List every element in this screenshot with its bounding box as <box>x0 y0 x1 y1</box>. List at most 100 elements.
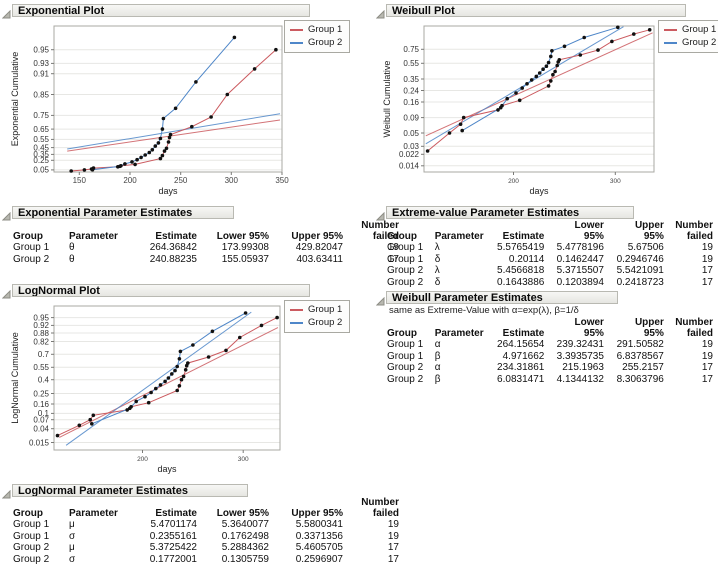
y-tick-label: 0.4 <box>38 376 50 385</box>
cell: Group 1 <box>8 531 64 543</box>
y-tick-label: 0.09 <box>403 113 419 122</box>
y-tick-label: 0.04 <box>33 425 49 434</box>
cell: 8.3063796 <box>609 374 669 386</box>
disclosure-icon[interactable] <box>2 286 11 295</box>
disclosure-triangle <box>3 11 10 18</box>
disclosure-icon[interactable] <box>2 208 11 217</box>
data-point <box>175 389 179 393</box>
legend: Group 1 Group 2 <box>284 20 350 53</box>
x-tick-label: 200 <box>123 176 137 185</box>
data-point <box>175 365 179 369</box>
data-point <box>173 369 177 373</box>
legend-label: Group 1 <box>682 23 716 36</box>
cell: 17 <box>669 265 718 277</box>
cell: 5.4701174 <box>134 519 202 531</box>
data-point <box>579 53 583 57</box>
section-header-lognormal-plot[interactable]: LogNormal Plot <box>12 284 310 297</box>
disclosure-icon[interactable] <box>376 6 385 15</box>
cell: Group 2 <box>8 254 64 266</box>
column-header: Group <box>8 498 64 519</box>
cell: 0.3371356 <box>274 531 348 543</box>
cell: Group 1 <box>382 242 430 254</box>
data-point <box>520 86 524 90</box>
y-tick-label: 0.55 <box>33 363 49 372</box>
disclosure-icon[interactable] <box>376 208 385 217</box>
disclosure-icon[interactable] <box>2 6 11 15</box>
cell: Group 1 <box>382 254 430 266</box>
data-point <box>190 125 194 129</box>
data-point <box>538 71 542 75</box>
y-tick-label: 0.03 <box>403 142 419 151</box>
section-title: LogNormal Plot <box>18 285 100 297</box>
cell: Group 1 <box>382 339 430 351</box>
cell: 0.20114 <box>490 254 549 266</box>
cell: Group 1 <box>8 242 64 254</box>
data-point <box>170 372 174 376</box>
data-point <box>161 154 165 158</box>
data-point <box>616 26 620 30</box>
cell: 19 <box>669 351 718 363</box>
data-point <box>180 378 184 382</box>
cell: Group 2 <box>382 362 430 374</box>
x-axis-title: days <box>529 186 549 196</box>
section-header-exponential-plot[interactable]: Exponential Plot <box>12 4 310 17</box>
cell: 0.1643886 <box>490 277 549 289</box>
data-point <box>530 78 534 82</box>
column-header: Parameter <box>430 221 491 242</box>
data-point <box>505 97 509 101</box>
cell: 4.971662 <box>490 351 549 363</box>
column-header: Number failed <box>348 498 404 519</box>
data-point <box>238 336 242 340</box>
data-point <box>128 407 132 411</box>
cell: δ <box>430 254 491 266</box>
cell: λ <box>430 242 491 254</box>
cell: 215.1963 <box>549 362 609 374</box>
cell: β <box>430 374 491 386</box>
cell: 5.5421091 <box>609 265 669 277</box>
column-header: Estimate <box>134 221 202 242</box>
plot-frame <box>54 26 282 172</box>
column-header: Estimate <box>134 498 202 519</box>
legend: Group 1 Group 2 <box>658 20 718 53</box>
data-point <box>135 158 139 162</box>
data-point <box>143 153 147 157</box>
disclosure-icon[interactable] <box>2 486 11 495</box>
legend-item-group2: Group 2 <box>290 36 342 49</box>
y-axis-title: LogNormal Cumulative <box>10 332 20 424</box>
section-header-extreme-value-estimates[interactable]: Extreme-value Parameter Estimates <box>386 206 634 219</box>
data-point <box>545 64 549 68</box>
cell: 6.8378567 <box>609 351 669 363</box>
disclosure-triangle <box>377 298 384 305</box>
section-header-weibull-plot[interactable]: Weibull Plot <box>386 4 686 17</box>
data-point <box>535 75 539 79</box>
data-point <box>253 67 257 71</box>
cell: 0.1772001 <box>134 554 202 565</box>
data-point <box>56 434 60 438</box>
y-tick-label: 0.015 <box>29 438 50 447</box>
data-point <box>518 99 522 103</box>
cell: 19 <box>348 531 404 543</box>
data-point <box>224 349 228 353</box>
data-point <box>174 107 178 111</box>
section-header-exponential-estimates[interactable]: Exponential Parameter Estimates <box>12 206 234 219</box>
y-tick-label: 0.55 <box>403 59 419 68</box>
section-header-weibull-estimates[interactable]: Weibull Parameter Estimates <box>386 291 618 304</box>
data-point <box>134 400 138 404</box>
section-header-lognormal-estimates[interactable]: LogNormal Parameter Estimates <box>12 484 248 497</box>
disclosure-icon[interactable] <box>376 293 385 302</box>
cell: 234.31861 <box>490 362 549 374</box>
data-point <box>541 67 545 71</box>
y-tick-label: 0.25 <box>33 389 49 398</box>
disclosure-triangle <box>377 213 384 220</box>
data-point <box>148 151 152 155</box>
data-point <box>555 64 559 68</box>
data-point <box>165 147 169 151</box>
y-tick-label: 0.75 <box>403 45 419 54</box>
